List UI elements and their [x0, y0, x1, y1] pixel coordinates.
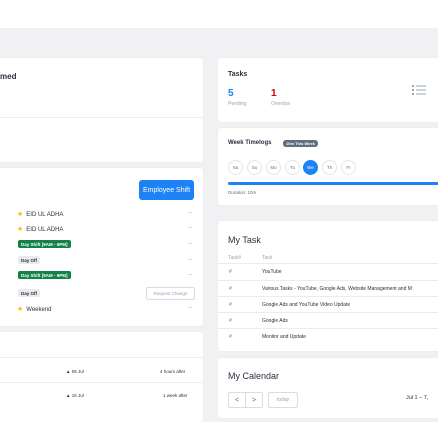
task-link[interactable]: YouTube	[262, 269, 282, 275]
cake-icon: ▲	[66, 393, 71, 398]
birthday-date: ▲ 05 Jul	[66, 369, 84, 374]
task-link[interactable]: Various Tasks - YouTube, Google Ads, Web…	[262, 286, 412, 292]
tasks-pending-label: Pending	[228, 101, 247, 107]
my-calendar-card	[218, 358, 438, 418]
left-card-title: med	[0, 72, 17, 81]
task-number: #	[229, 318, 232, 324]
birthday-relative: 1 week after	[163, 393, 188, 398]
list-icon	[412, 83, 426, 95]
task-link[interactable]: Monitor and Update	[262, 334, 306, 340]
day-mo[interactable]: Mo	[266, 160, 281, 175]
shift-row-weekend: ★ Weekend	[17, 306, 52, 313]
task-divider	[218, 328, 438, 329]
star-icon: ★	[17, 226, 24, 233]
chevron-left-icon: <	[234, 396, 240, 404]
timelogs-title: Week Timelogs	[228, 140, 272, 146]
timelog-progress-bar	[228, 182, 438, 185]
tasks-overdue-count[interactable]: 1	[271, 88, 277, 99]
task-header-divider	[218, 263, 438, 264]
timelogs-duration: Duration: 10m	[228, 190, 257, 195]
employee-shift-button[interactable]: Employee Shift	[139, 180, 194, 200]
calendar-today-button[interactable]: today	[268, 392, 298, 408]
shift-row-holiday: ★ EID UL ADHA	[17, 211, 64, 218]
task-header: Task	[262, 255, 273, 261]
day-su[interactable]: Su	[247, 160, 262, 175]
left-summary-card	[0, 58, 203, 162]
tasks-pending-count[interactable]: 5	[228, 88, 234, 99]
birthday-relative: 4 hours after	[160, 369, 186, 374]
calendar-range: Jul 1 – 7,	[406, 395, 429, 401]
my-task-card	[218, 221, 438, 351]
shift-row-value: --	[188, 305, 192, 311]
day-off-badge: Day Off	[18, 289, 41, 297]
shift-row-holiday: ★ EID UL ADHA	[17, 226, 64, 233]
day-sa[interactable]: Sa	[228, 160, 243, 175]
tasks-overdue-label: Overdue	[271, 101, 291, 107]
calendar-next-button[interactable]: >	[245, 392, 263, 408]
task-number: #	[229, 286, 232, 292]
task-link[interactable]: Google Ads	[262, 318, 288, 324]
shift-row-value: --	[188, 225, 192, 231]
shift-badge: Day Shift [9AM - 6PM]	[18, 271, 71, 279]
shift-row-value: --	[188, 272, 192, 278]
top-bar	[0, 0, 438, 28]
tasks-card	[218, 58, 438, 122]
star-icon: ★	[17, 306, 24, 313]
shift-row-value: --	[188, 210, 192, 216]
shift-row-value: --	[188, 241, 192, 247]
day-tu[interactable]: Tu	[285, 160, 300, 175]
task-number: #	[229, 269, 232, 275]
cake-icon: ▲	[66, 369, 71, 374]
timelogs-badge: 10m This Week	[283, 140, 318, 147]
day-we[interactable]: We	[303, 160, 318, 175]
day-off-badge: Day Off	[18, 256, 41, 264]
calendar-prev-button[interactable]: <	[228, 392, 246, 408]
task-number: #	[229, 302, 232, 308]
request-change-button[interactable]: Request Change	[146, 287, 195, 300]
day-th[interactable]: Th	[322, 160, 337, 175]
left-card-divider	[0, 117, 203, 118]
task-divider	[218, 312, 438, 313]
task-number-header: Task#	[228, 255, 242, 261]
star-icon: ★	[17, 211, 24, 218]
shift-row-value: --	[188, 257, 192, 263]
my-task-title: My Task	[228, 235, 261, 245]
task-divider	[218, 280, 438, 281]
tasks-title: Tasks	[228, 71, 248, 78]
birthday-divider	[0, 357, 203, 358]
calendar-title: My Calendar	[228, 371, 280, 381]
task-number: #	[229, 334, 232, 340]
shift-badge: Day Shift [9AM - 6PM]	[18, 240, 71, 248]
birthday-divider	[0, 382, 203, 383]
birthday-date: ▲ 15 Jul	[66, 393, 84, 398]
day-fr[interactable]: Fr	[341, 160, 356, 175]
task-link[interactable]: Google Ads and YouTube Video Update	[262, 302, 351, 308]
task-divider	[218, 296, 438, 297]
chevron-right-icon: >	[251, 396, 257, 404]
birthday-card	[0, 332, 203, 422]
